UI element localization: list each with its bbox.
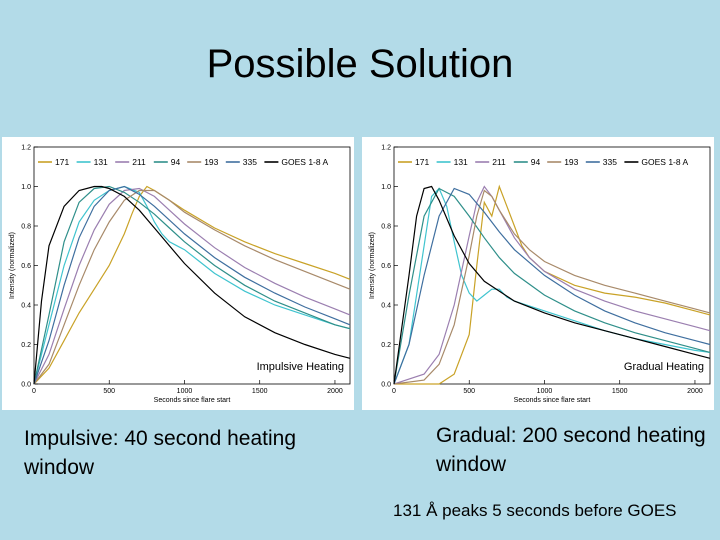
chart-panel-impulsive: 0 500 1000 1500 2000 0.0 0.2 0.4 0.6 0.8 1.0 1.2 Sec… <box>2 137 354 410</box>
axes: 0 500 1000 1500 2000 0.0 0.2 0.4 0.6 0.8 1.0 1.2 Sec… <box>9 145 351 404</box>
y-tick-label: 1.0 <box>21 184 31 191</box>
y-tick-label: 1.0 <box>381 184 391 191</box>
impulsive-heating-chart: 0 500 1000 1500 2000 0.0 0.2 0.4 0.6 0.8 1.0 1.2 Sec… <box>9 145 351 404</box>
series-line-171 <box>33 185 351 385</box>
y-tick-label: 0.2 <box>381 342 391 349</box>
y-tick-label: 0.4 <box>381 303 391 310</box>
legend-label: 193 <box>204 157 218 167</box>
legend-label: 94 <box>531 157 541 167</box>
legend-label: 193 <box>564 157 578 167</box>
x-tick-label: 2000 <box>327 388 343 395</box>
x-tick-label: 2000 <box>687 388 703 395</box>
y-tick-label: 0.4 <box>21 303 31 310</box>
x-axis-label: Seconds since flare start <box>514 397 591 404</box>
y-tick-label: 0.2 <box>21 342 31 349</box>
y-tick-label: 0.8 <box>21 224 31 231</box>
x-tick-label: 500 <box>103 388 115 395</box>
y-tick-label: 0.6 <box>381 263 391 270</box>
caption-impulsive: Impulsive: 40 second heating window <box>24 427 297 479</box>
y-axis-label: Intensity (normalized) <box>369 232 376 299</box>
legend-label: GOES 1-8 A <box>641 157 688 167</box>
series-line-211 <box>393 185 711 385</box>
legend-label: 131 <box>94 157 108 167</box>
legend: 171 131 211 94 193 335 GOES 1-8 A <box>398 157 689 167</box>
x-tick-label: 1500 <box>252 388 268 395</box>
legend-label: 335 <box>603 157 617 167</box>
x-tick-label: 0 <box>32 388 36 395</box>
series-line-335 <box>393 187 711 385</box>
legend: 171 131 211 94 193 335 GOES 1-8 A <box>38 157 329 167</box>
series-line-goes-1-8-a <box>393 185 711 385</box>
series-line-171 <box>394 184 711 385</box>
series-line-131 <box>393 187 711 385</box>
chart-annotation: Gradual Heating <box>624 361 704 373</box>
gradual-heating-chart: 0 500 1000 1500 2000 0.0 0.2 0.4 0.6 0.8 1.0 1.2 Sec… <box>369 145 711 404</box>
legend-label: 131 <box>454 157 468 167</box>
caption-gradual: Gradual: 200 second heating window <box>436 424 706 476</box>
series-line-335 <box>33 185 351 385</box>
chart-panel-gradual: 0 500 1000 1500 2000 0.0 0.2 0.4 0.6 0.8 1.0 1.2 Sec… <box>362 137 714 410</box>
legend-label: 211 <box>492 157 506 167</box>
y-tick-label: 0.6 <box>21 263 31 270</box>
y-tick-label: 0.0 <box>381 382 391 389</box>
series-line-94 <box>33 185 351 385</box>
legend-label: 211 <box>132 157 146 167</box>
series-line-193 <box>393 189 711 385</box>
series-line-94 <box>393 187 711 385</box>
x-tick-label: 1500 <box>612 388 628 395</box>
note-131-peak: 131 Å peaks 5 seconds before GOES <box>393 501 677 520</box>
legend-label: GOES 1-8 A <box>281 157 328 167</box>
y-axis-label: Intensity (normalized) <box>9 232 16 299</box>
x-tick-label: 500 <box>463 388 475 395</box>
x-axis-label: Seconds since flare start <box>154 397 231 404</box>
legend-label: 335 <box>243 157 257 167</box>
x-tick-label: 0 <box>392 388 396 395</box>
slide-title: Possible Solution <box>206 42 514 86</box>
legend-label: 94 <box>171 157 181 167</box>
plot-frame <box>33 146 351 385</box>
x-tick-label: 1000 <box>537 388 553 395</box>
y-tick-label: 1.2 <box>21 145 31 152</box>
series-line-211 <box>33 187 351 385</box>
y-tick-label: 0.0 <box>21 382 31 389</box>
legend-label: 171 <box>415 157 429 167</box>
series-line-goes-1-8-a <box>33 185 351 385</box>
series-line-193 <box>33 189 351 385</box>
axes: 0 500 1000 1500 2000 0.0 0.2 0.4 0.6 0.8 1.0 1.2 Sec… <box>369 145 711 404</box>
y-tick-label: 0.8 <box>381 224 391 231</box>
chart-annotation: Impulsive Heating <box>257 361 344 373</box>
y-tick-label: 1.2 <box>381 145 391 152</box>
series-line-131 <box>33 185 351 385</box>
legend-label: 171 <box>55 157 69 167</box>
x-tick-label: 1000 <box>177 388 193 395</box>
